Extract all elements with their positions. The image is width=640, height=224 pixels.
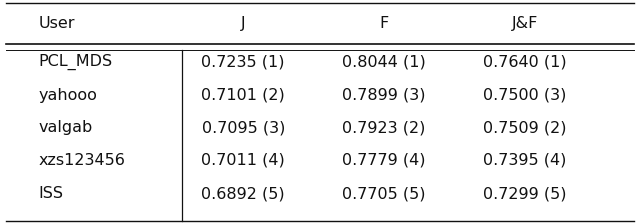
Text: valgab: valgab <box>38 120 93 135</box>
Text: yahooo: yahooo <box>38 88 97 103</box>
Text: J&F: J&F <box>511 16 538 31</box>
Text: 0.7779 (4): 0.7779 (4) <box>342 153 426 168</box>
Text: 0.7899 (3): 0.7899 (3) <box>342 88 426 103</box>
Text: 0.7101 (2): 0.7101 (2) <box>202 88 285 103</box>
Text: 0.7500 (3): 0.7500 (3) <box>483 88 566 103</box>
Text: 0.7011 (4): 0.7011 (4) <box>202 153 285 168</box>
Text: User: User <box>38 16 75 31</box>
Text: J: J <box>241 16 246 31</box>
Text: 0.7299 (5): 0.7299 (5) <box>483 186 566 201</box>
Text: 0.7509 (2): 0.7509 (2) <box>483 120 566 135</box>
Text: 0.7235 (1): 0.7235 (1) <box>202 54 285 69</box>
Text: 0.7923 (2): 0.7923 (2) <box>342 120 426 135</box>
Text: F: F <box>380 16 388 31</box>
Text: 0.6892 (5): 0.6892 (5) <box>202 186 285 201</box>
Text: 0.7640 (1): 0.7640 (1) <box>483 54 566 69</box>
Text: PCL_MDS: PCL_MDS <box>38 54 113 70</box>
Text: 0.7705 (5): 0.7705 (5) <box>342 186 426 201</box>
Text: 0.7395 (4): 0.7395 (4) <box>483 153 566 168</box>
Text: xzs123456: xzs123456 <box>38 153 125 168</box>
Text: 0.8044 (1): 0.8044 (1) <box>342 54 426 69</box>
Text: ISS: ISS <box>38 186 63 201</box>
Text: 0.7095 (3): 0.7095 (3) <box>202 120 285 135</box>
